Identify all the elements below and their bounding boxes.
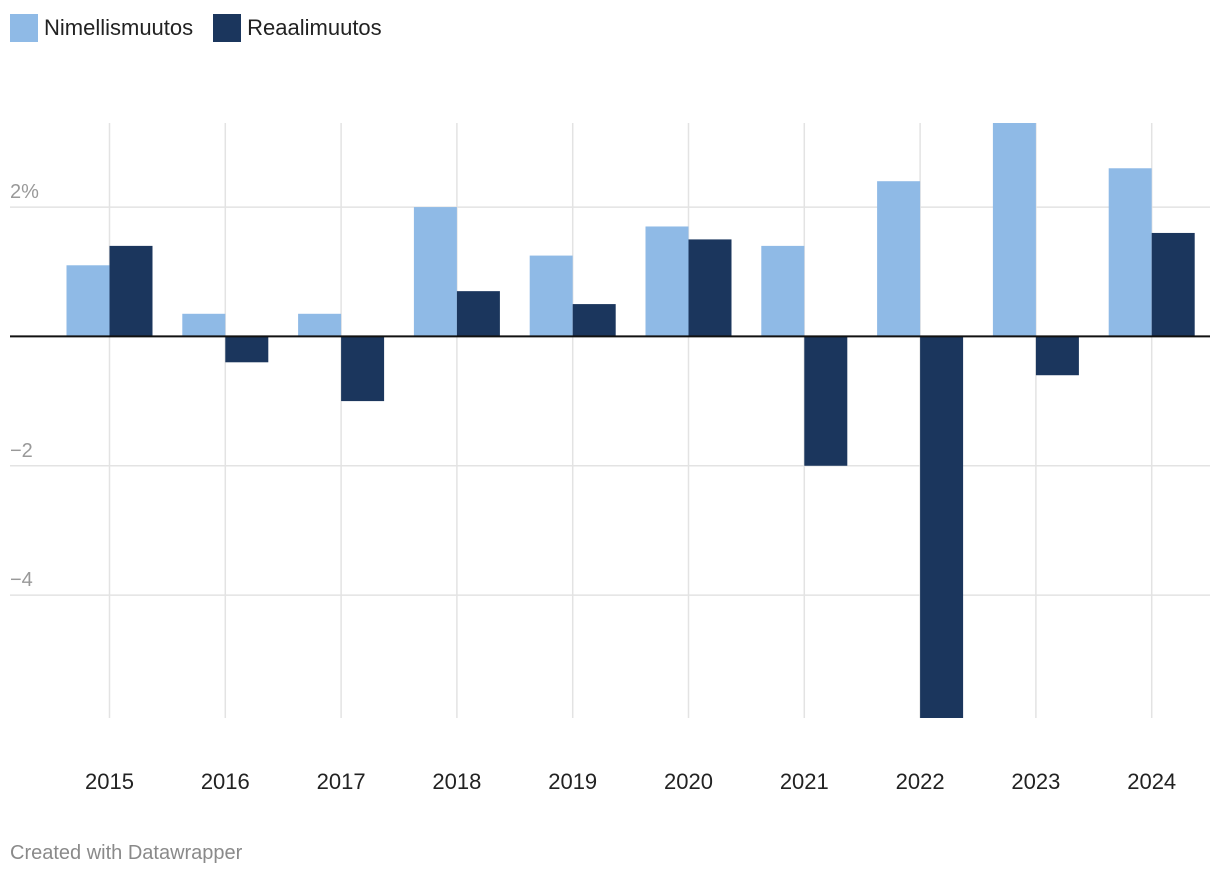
bar-reaalimuutos-2017 [341,336,385,402]
legend-item-nimellismuutos: Nimellismuutos [10,14,193,42]
x-tick-label-2017: 2017 [317,769,366,794]
x-tick-label-2024: 2024 [1127,769,1176,794]
bar-reaalimuutos-2023 [1035,336,1079,376]
x-tick-label-2020: 2020 [664,769,713,794]
bar-nimellismuutos-2022 [877,181,921,337]
x-tick-label-2019: 2019 [548,769,597,794]
bar-nimellismuutos-2023 [992,123,1036,337]
x-tick-label-2016: 2016 [201,769,250,794]
bar-nimellismuutos-2018 [413,207,457,337]
bar-reaalimuutos-2018 [456,291,500,337]
bar-nimellismuutos-2015 [66,265,110,337]
legend-item-reaalimuutos: Reaalimuutos [213,14,382,42]
x-tick-label-2022: 2022 [896,769,945,794]
bar-nimellismuutos-2016 [182,313,226,337]
x-tick-label-2023: 2023 [1011,769,1060,794]
x-tick-label-2015: 2015 [85,769,134,794]
legend-swatch-reaalimuutos [213,14,242,42]
legend-swatch-nimellismuutos [10,14,38,42]
bar-reaalimuutos-2020 [688,239,732,337]
bar-reaalimuutos-2021 [804,336,848,466]
bar-reaalimuutos-2024 [1151,232,1195,337]
bar-nimellismuutos-2024 [1108,168,1152,337]
y-tick-label: 2% [10,181,39,203]
bar-nimellismuutos-2021 [761,245,805,337]
y-tick-label: −4 [10,569,33,591]
bar-reaalimuutos-2022 [920,336,964,718]
bar-nimellismuutos-2020 [645,226,689,337]
bar-nimellismuutos-2019 [529,255,573,337]
bar-nimellismuutos-2017 [298,313,342,337]
legend-label-nimellismuutos: Nimellismuutos [44,15,194,40]
bar-reaalimuutos-2016 [225,336,269,363]
x-tick-label-2018: 2018 [432,769,481,794]
x-tick-label-2021: 2021 [780,769,829,794]
legend-label-reaalimuutos: Reaalimuutos [247,15,382,40]
y-tick-label: −2 [10,440,33,462]
footer-credit: Created with Datawrapper [10,842,243,864]
bar-reaalimuutos-2019 [572,304,616,337]
bar-reaalimuutos-2015 [109,245,153,337]
legend: Nimellismuutos Reaalimuutos [10,14,382,42]
